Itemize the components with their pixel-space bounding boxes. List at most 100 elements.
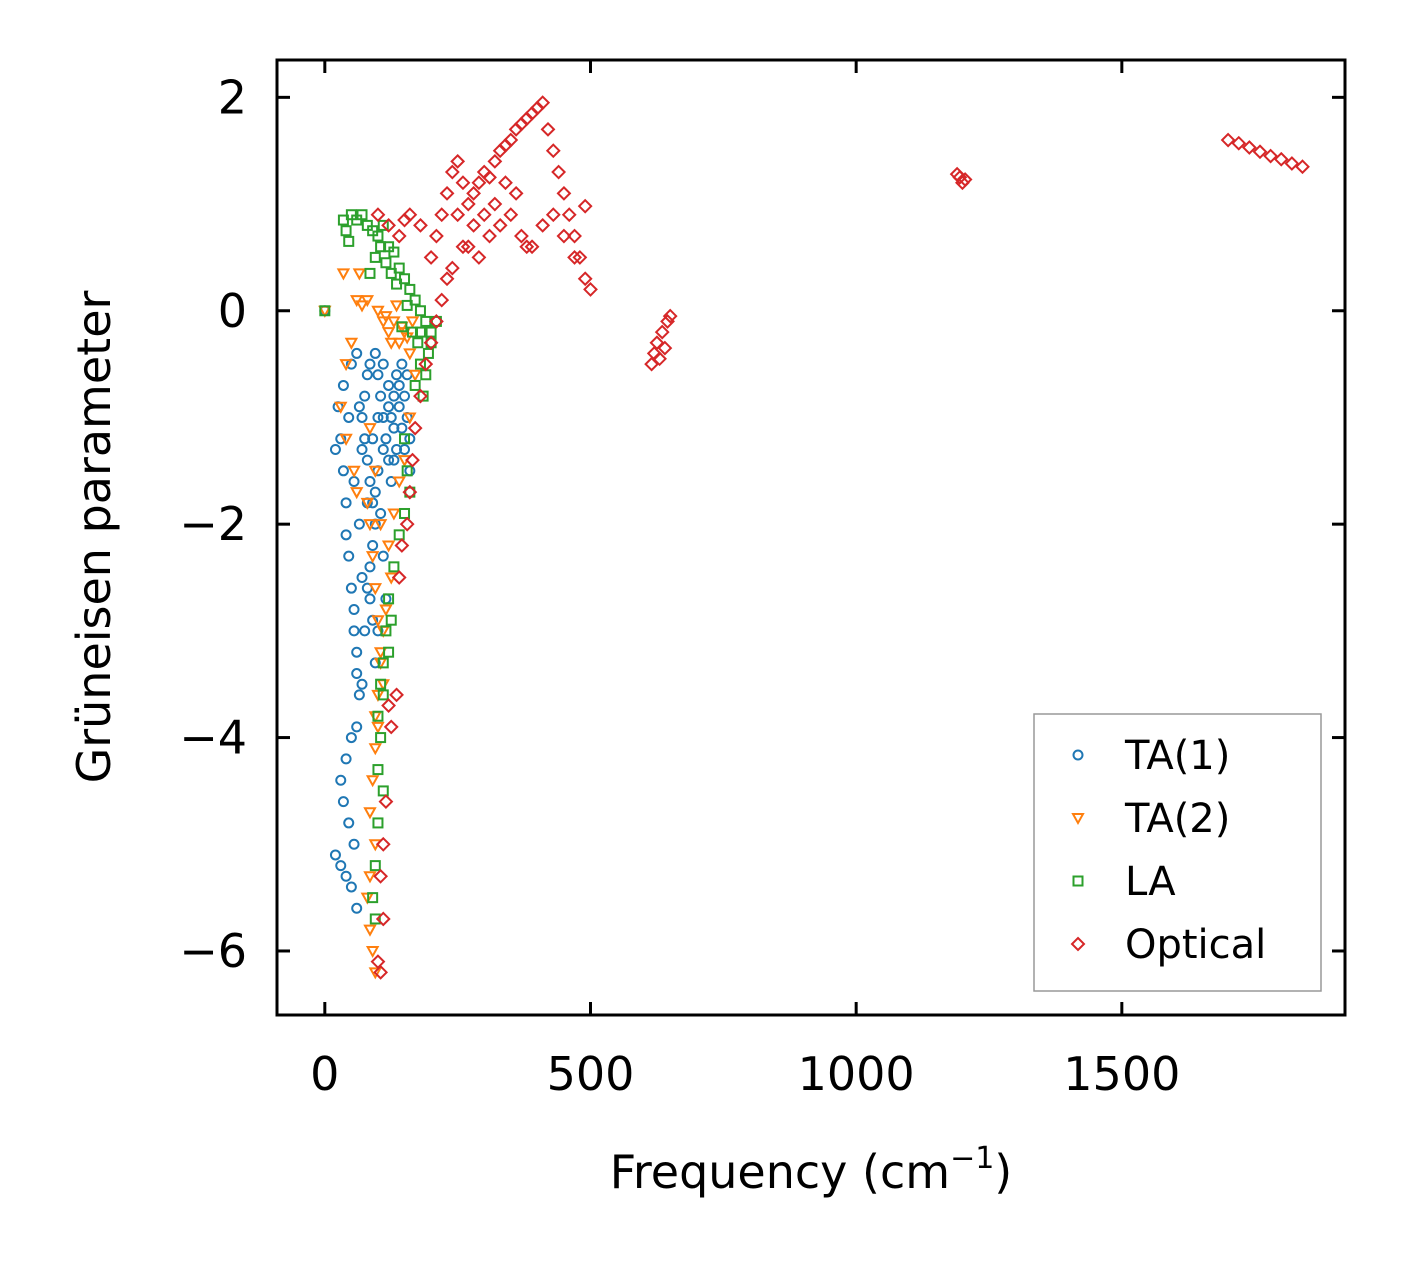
data-point	[404, 465, 416, 477]
y-axis-label: Grüneisen parameter	[67, 290, 121, 783]
data-point	[375, 507, 387, 519]
data-point	[363, 807, 377, 820]
data-point	[482, 228, 497, 244]
data-point	[577, 198, 593, 214]
data-point	[1220, 132, 1236, 148]
data-point	[348, 838, 360, 850]
data-point	[402, 484, 418, 500]
data-point	[460, 239, 476, 255]
data-point	[334, 401, 348, 414]
data-point	[348, 625, 360, 637]
data-point	[492, 217, 508, 233]
data-point	[503, 207, 519, 223]
data-point	[343, 817, 355, 829]
data-point	[360, 497, 375, 510]
data-point	[343, 411, 355, 423]
data-point	[370, 954, 386, 970]
data-point	[375, 241, 387, 253]
data-point	[545, 207, 561, 223]
data-point	[339, 359, 353, 372]
data-point	[482, 169, 497, 185]
data-point	[371, 721, 385, 734]
data-point	[403, 412, 417, 425]
data-point	[393, 379, 405, 391]
data-point	[561, 207, 577, 223]
data-point	[364, 358, 376, 370]
x-tick-label: 500	[547, 1047, 635, 1101]
data-point	[345, 732, 357, 744]
data-point	[383, 379, 395, 391]
data-point	[394, 538, 410, 553]
data-point	[359, 625, 371, 637]
data-point	[377, 219, 389, 231]
data-point	[356, 411, 368, 423]
data-point	[337, 379, 349, 391]
data-point	[369, 860, 381, 872]
series-LA	[319, 209, 442, 925]
data-point	[369, 913, 381, 925]
data-point	[385, 411, 397, 423]
data-point	[388, 422, 400, 434]
data-point	[356, 572, 368, 584]
data-point	[450, 207, 466, 223]
data-point	[476, 207, 492, 223]
data-point	[425, 337, 437, 349]
data-point	[418, 356, 434, 372]
data-point	[340, 753, 352, 765]
data-point	[377, 785, 389, 797]
data-point	[363, 924, 377, 937]
data-point	[413, 217, 428, 233]
legend-marker	[1070, 936, 1086, 952]
data-point	[657, 340, 673, 356]
data-point	[381, 327, 396, 340]
data-point	[428, 228, 444, 244]
data-point	[344, 337, 359, 350]
legend-label: LA	[1125, 859, 1176, 905]
data-point	[572, 249, 588, 265]
data-point	[662, 308, 678, 324]
data-point	[370, 207, 386, 223]
data-point	[1295, 159, 1310, 175]
data-point	[391, 228, 407, 244]
data-point	[391, 369, 403, 381]
data-point	[414, 326, 426, 338]
data-point	[375, 911, 391, 927]
data-point	[388, 454, 400, 466]
data-point	[487, 196, 503, 212]
data-point	[414, 358, 426, 370]
series-TA(2)	[318, 268, 422, 980]
data-point	[381, 540, 396, 553]
data-point	[406, 326, 418, 338]
data-point	[460, 196, 476, 212]
data-point	[396, 321, 408, 333]
data-point	[347, 465, 361, 478]
data-point	[389, 300, 404, 313]
tick-labels: 0 500 1000 1500 2 0 −2 −4 −6	[179, 70, 1180, 1101]
data-point	[375, 836, 391, 852]
data-point	[343, 550, 355, 562]
data-point	[391, 443, 403, 455]
data-point	[384, 337, 398, 350]
data-point	[399, 443, 411, 455]
data-point	[377, 411, 389, 423]
data-point	[345, 881, 357, 893]
data-point	[439, 185, 455, 201]
data-point	[377, 443, 389, 455]
data-point	[356, 678, 368, 690]
data-point	[466, 185, 482, 201]
data-point	[383, 719, 399, 735]
data-point	[393, 529, 405, 541]
data-point	[455, 175, 471, 191]
data-point	[351, 347, 363, 359]
data-point	[404, 283, 416, 295]
data-point	[1241, 140, 1257, 155]
x-tick-label: 1500	[1063, 1047, 1180, 1101]
data-point	[391, 278, 403, 290]
data-point	[1284, 156, 1300, 171]
data-point	[383, 593, 395, 605]
legend: TA(1) TA(2) LA Optical	[1033, 713, 1322, 992]
data-point	[391, 570, 407, 585]
data-point	[339, 433, 353, 446]
data-point	[380, 257, 392, 269]
